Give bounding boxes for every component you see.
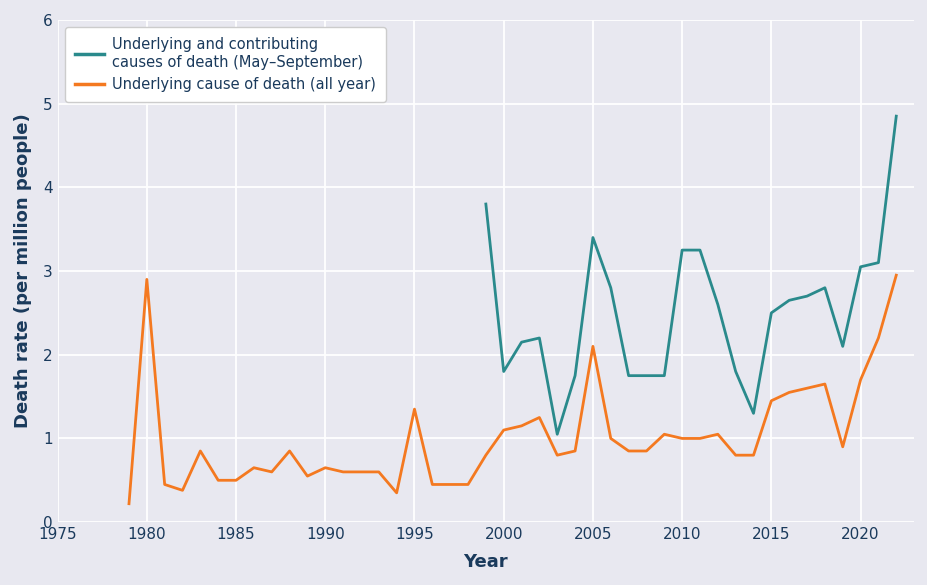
X-axis label: Year: Year <box>464 553 508 571</box>
Legend: Underlying and contributing
causes of death (May–September), Underlying cause of: Underlying and contributing causes of de… <box>65 27 386 102</box>
Y-axis label: Death rate (per million people): Death rate (per million people) <box>14 113 32 428</box>
